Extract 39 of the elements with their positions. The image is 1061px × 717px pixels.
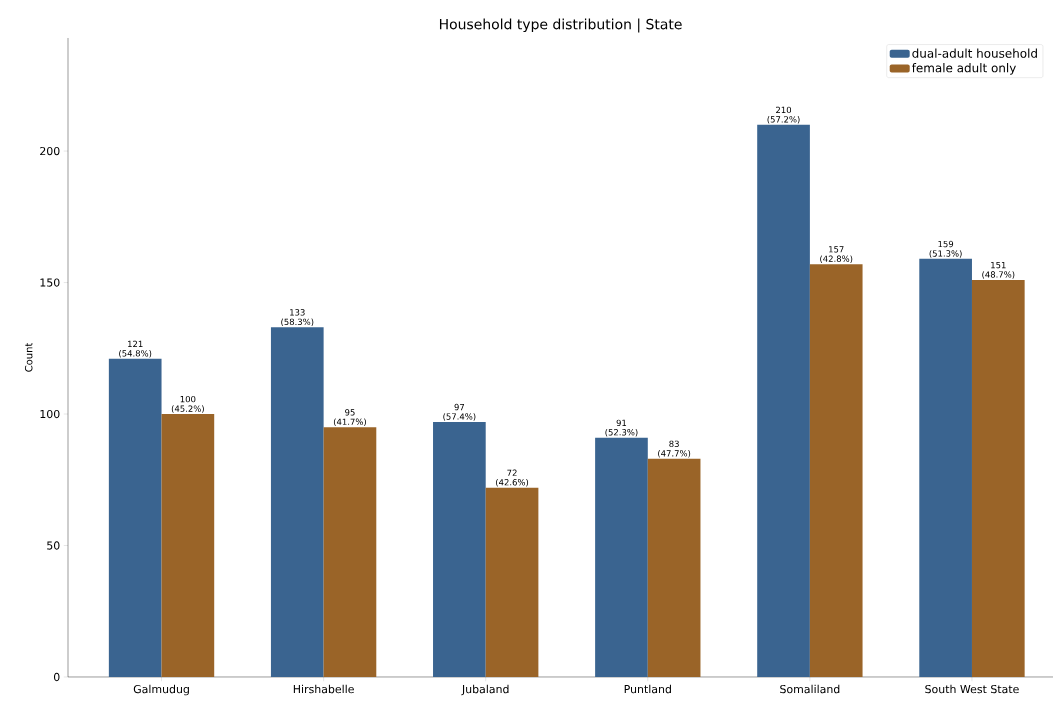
bar xyxy=(270,327,324,677)
bar xyxy=(595,437,648,677)
data-label: 97 (57.4%) xyxy=(443,403,476,421)
bar xyxy=(919,258,972,677)
x-tick-label: Galmudug xyxy=(133,684,189,696)
data-label: 83 (47.7%) xyxy=(658,440,691,458)
bar xyxy=(323,427,377,677)
y-tick-label: 50 xyxy=(47,541,60,550)
y-axis-title: Count xyxy=(24,342,33,372)
data-label: 91 (52.3%) xyxy=(605,419,638,437)
data-label: 159 (51.3%) xyxy=(929,240,962,258)
y-tick-label: 150 xyxy=(40,278,60,287)
bar xyxy=(485,487,539,677)
x-tick-label: Hirshabelle xyxy=(293,684,354,694)
data-label: 100 (45.2%) xyxy=(171,395,204,413)
x-tick-label: Puntland xyxy=(624,684,671,694)
y-tick-label: 0 xyxy=(53,672,60,682)
data-label: 210 (57.2%) xyxy=(767,106,800,124)
bar xyxy=(647,458,701,677)
bar xyxy=(809,264,863,677)
data-label: 95 (41.7%) xyxy=(333,409,366,426)
bar xyxy=(108,358,162,677)
chart-title: Household type distribution | State xyxy=(439,18,682,33)
bar xyxy=(433,421,486,677)
x-tick-label: Jubaland xyxy=(461,684,509,696)
data-label: 133 (58.3%) xyxy=(281,309,314,327)
data-label: 72 (42.6%) xyxy=(496,469,529,487)
x-tick-label: South West State xyxy=(925,684,1019,694)
y-tick-label: 200 xyxy=(40,146,60,156)
data-label: 157 (42.8%) xyxy=(820,246,853,263)
bar xyxy=(161,414,215,677)
y-tick-label: 100 xyxy=(40,409,60,419)
legend-label: female adult only xyxy=(911,63,1016,75)
x-tick-label: Somaliland xyxy=(780,684,840,694)
bar xyxy=(757,124,810,677)
bar xyxy=(971,279,1025,677)
data-label: 121 (54.8%) xyxy=(119,340,152,358)
data-label: 151 (48.7%) xyxy=(982,261,1015,279)
legend-label: dual-adult household xyxy=(912,48,1037,58)
